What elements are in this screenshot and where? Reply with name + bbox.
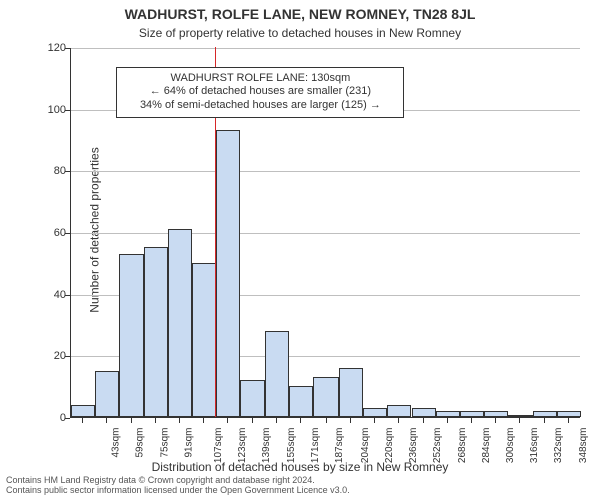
histogram-bar	[363, 408, 387, 417]
xtick-mark	[447, 418, 448, 423]
xtick-label: 91sqm	[183, 428, 194, 458]
xtick-mark	[326, 418, 327, 423]
xtick-mark	[568, 418, 569, 423]
xtick-label: 236sqm	[408, 428, 419, 464]
histogram-bar	[508, 415, 532, 417]
xtick-mark	[300, 418, 301, 423]
xtick-mark	[544, 418, 545, 423]
xtick-mark	[131, 418, 132, 423]
xtick-label: 107sqm	[213, 428, 224, 464]
footer-line-2: Contains public sector information licen…	[6, 485, 350, 495]
attribution-footer: Contains HM Land Registry data © Crown c…	[6, 476, 594, 496]
plot-area: WADHURST ROLFE LANE: 130sqm← 64% of deta…	[70, 48, 580, 418]
xtick-mark	[179, 418, 180, 423]
xtick-mark	[398, 418, 399, 423]
xtick-mark	[471, 418, 472, 423]
histogram-bar	[95, 371, 119, 417]
histogram-bar	[533, 411, 557, 417]
x-axis-label: Distribution of detached houses by size …	[0, 460, 600, 474]
histogram-bar	[192, 263, 216, 417]
ytick-label: 100	[26, 104, 66, 116]
xtick-label: 75sqm	[159, 428, 170, 458]
xtick-mark	[82, 418, 83, 423]
info-box: WADHURST ROLFE LANE: 130sqm← 64% of deta…	[116, 67, 404, 118]
gridline	[71, 48, 580, 49]
gridline	[71, 171, 580, 172]
xtick-mark	[203, 418, 204, 423]
ytick-label: 0	[26, 412, 66, 424]
histogram-bar	[144, 247, 168, 417]
xtick-label: 220sqm	[384, 428, 395, 464]
ytick-label: 120	[26, 42, 66, 54]
xtick-label: 59sqm	[135, 428, 146, 458]
histogram-bar	[412, 408, 436, 417]
gridline	[71, 233, 580, 234]
histogram-bar	[557, 411, 581, 417]
xtick-mark	[276, 418, 277, 423]
xtick-mark	[495, 418, 496, 423]
xtick-label: 300sqm	[505, 428, 516, 464]
info-box-line: WADHURST ROLFE LANE: 130sqm	[123, 72, 397, 86]
histogram-bar	[460, 411, 484, 417]
footer-line-1: Contains HM Land Registry data © Crown c…	[6, 475, 315, 485]
xtick-label: 268sqm	[457, 428, 468, 464]
histogram-bar	[484, 411, 508, 417]
xtick-label: 155sqm	[286, 428, 297, 464]
xtick-mark	[519, 418, 520, 423]
ytick-label: 20	[26, 350, 66, 362]
xtick-label: 252sqm	[432, 428, 443, 464]
histogram-bar	[240, 380, 264, 417]
xtick-label: 123sqm	[237, 428, 248, 464]
histogram-bar	[289, 386, 313, 417]
xtick-mark	[155, 418, 156, 423]
xtick-label: 284sqm	[481, 428, 492, 464]
histogram-bar	[436, 411, 460, 417]
xtick-mark	[374, 418, 375, 423]
chart-title: WADHURST, ROLFE LANE, NEW ROMNEY, TN28 8…	[0, 6, 600, 22]
histogram-bar	[168, 229, 192, 417]
xtick-label: 332sqm	[554, 428, 565, 464]
xtick-label: 139sqm	[261, 428, 272, 464]
xtick-mark	[350, 418, 351, 423]
chart-container: WADHURST, ROLFE LANE, NEW ROMNEY, TN28 8…	[0, 0, 600, 500]
histogram-bar	[216, 130, 240, 417]
histogram-bar	[339, 368, 363, 417]
xtick-mark	[252, 418, 253, 423]
xtick-label: 316sqm	[529, 428, 540, 464]
histogram-bar	[265, 331, 289, 417]
histogram-bar	[119, 254, 143, 417]
xtick-mark	[423, 418, 424, 423]
histogram-bar	[313, 377, 339, 417]
ytick-label: 40	[26, 289, 66, 301]
xtick-label: 171sqm	[310, 428, 321, 464]
info-box-line: 34% of semi-detached houses are larger (…	[123, 99, 397, 113]
chart-subtitle: Size of property relative to detached ho…	[0, 26, 600, 40]
histogram-bar	[71, 405, 95, 417]
xtick-label: 348sqm	[578, 428, 589, 464]
ytick-label: 80	[26, 165, 66, 177]
histogram-bar	[387, 405, 411, 417]
ytick-label: 60	[26, 227, 66, 239]
info-box-line: ← 64% of detached houses are smaller (23…	[123, 85, 397, 99]
xtick-mark	[106, 418, 107, 423]
xtick-label: 204sqm	[360, 428, 371, 464]
xtick-label: 187sqm	[334, 428, 345, 464]
xtick-mark	[227, 418, 228, 423]
xtick-label: 43sqm	[111, 428, 122, 458]
